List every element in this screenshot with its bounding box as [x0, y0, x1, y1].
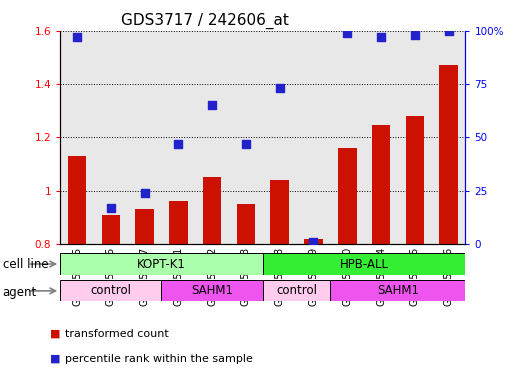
Text: control: control [276, 285, 317, 297]
Bar [297, 31, 331, 244]
Text: cell line: cell line [3, 258, 48, 270]
Bar [431, 31, 465, 244]
Bar [263, 253, 465, 275]
Bar [236, 204, 255, 244]
Bar [372, 125, 390, 244]
Text: GDS3717 / 242606_at: GDS3717 / 242606_at [121, 13, 289, 29]
Point [377, 34, 385, 40]
Bar [60, 31, 94, 244]
Bar [60, 280, 162, 301]
Text: SAHM1: SAHM1 [377, 285, 419, 297]
Point [276, 85, 284, 91]
Bar [398, 31, 431, 244]
Point [343, 30, 351, 36]
Bar [263, 31, 297, 244]
Bar [68, 156, 86, 244]
Bar [128, 31, 162, 244]
Text: ■: ■ [50, 354, 60, 364]
Text: SAHM1: SAHM1 [191, 285, 233, 297]
Bar [331, 280, 465, 301]
Bar [439, 65, 458, 244]
Bar [162, 31, 195, 244]
Bar [162, 280, 263, 301]
Text: agent: agent [3, 286, 37, 299]
Bar [304, 238, 323, 244]
Point [445, 28, 453, 34]
Bar [101, 215, 120, 244]
Point [174, 141, 183, 147]
Bar [94, 31, 128, 244]
Point [411, 32, 419, 38]
Text: transformed count: transformed count [65, 329, 169, 339]
Text: percentile rank within the sample: percentile rank within the sample [65, 354, 253, 364]
Bar [331, 31, 364, 244]
Bar [229, 31, 263, 244]
Text: KOPT-K1: KOPT-K1 [137, 258, 186, 270]
Bar [60, 253, 263, 275]
Bar [195, 31, 229, 244]
Point [140, 190, 149, 196]
Bar [203, 177, 221, 244]
Bar [270, 180, 289, 244]
Bar [135, 209, 154, 244]
Text: control: control [90, 285, 131, 297]
Bar [405, 116, 424, 244]
Bar [169, 201, 188, 244]
Bar [263, 280, 331, 301]
Text: HPB-ALL: HPB-ALL [339, 258, 389, 270]
Point [242, 141, 250, 147]
Bar [364, 31, 398, 244]
Point [309, 238, 317, 245]
Text: ■: ■ [50, 329, 60, 339]
Point [107, 205, 115, 211]
Point [73, 34, 81, 40]
Bar [338, 148, 357, 244]
Point [208, 102, 217, 108]
